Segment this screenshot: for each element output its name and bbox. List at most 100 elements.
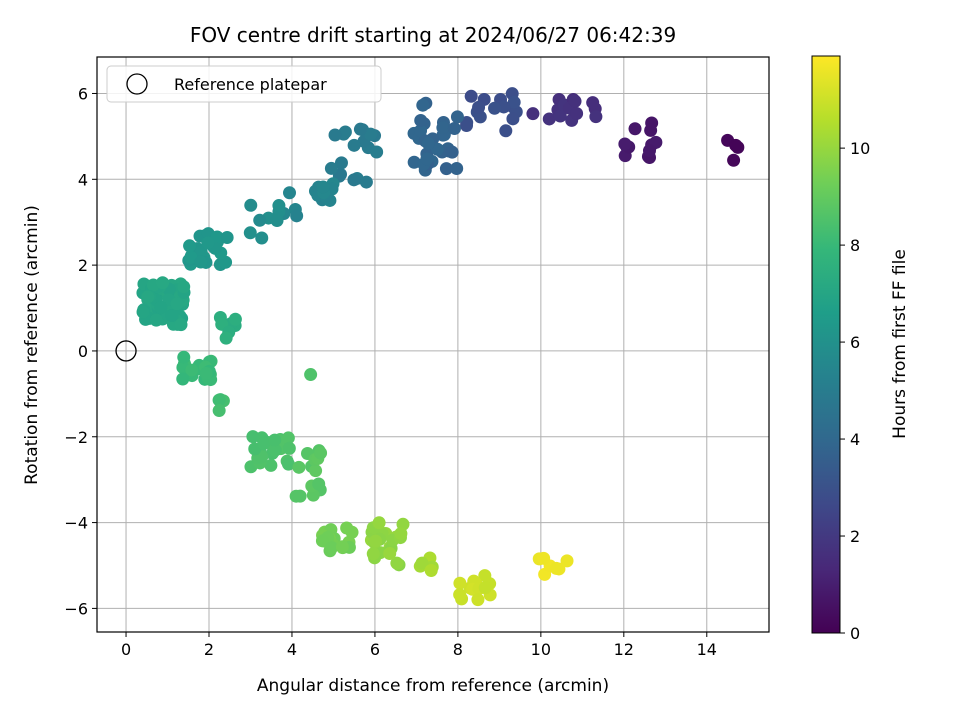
scatter-point (270, 214, 284, 228)
scatter-point (334, 156, 348, 170)
scatter-point (553, 109, 567, 123)
scatter-point (149, 313, 163, 327)
scatter-point (289, 489, 303, 503)
scatter-point (447, 121, 461, 135)
scatter-point (507, 95, 521, 109)
scatter-point (445, 145, 459, 159)
scatter-point (450, 110, 464, 124)
scatter-point (727, 153, 741, 167)
scatter-point (526, 107, 540, 121)
scatter-point (390, 556, 404, 570)
scatter-point (618, 137, 632, 151)
scatter-point (156, 276, 170, 290)
x-tick-label: 12 (614, 640, 634, 659)
scatter-point (176, 372, 190, 386)
colorbar-tick-label: 8 (850, 236, 860, 255)
scatter-point (316, 180, 330, 194)
scatter-point (570, 106, 584, 120)
colorbar-tick-label: 6 (850, 333, 860, 352)
y-tick-label: 4 (78, 170, 88, 189)
scatter-point (347, 138, 361, 152)
x-tick-label: 14 (697, 640, 717, 659)
y-tick-label: −2 (64, 428, 88, 447)
colorbar-label: Hours from first FF file (890, 249, 910, 439)
scatter-point (414, 113, 428, 127)
x-axis-ticks: 0 2 4 6 8 10 12 14 (121, 632, 717, 659)
colorbar-tick-label: 10 (850, 139, 870, 158)
scatter-point (212, 393, 226, 407)
scatter-point (370, 145, 384, 159)
scatter-point (644, 123, 658, 137)
scatter-point (282, 441, 296, 455)
scatter-point (338, 125, 352, 139)
scatter-point (165, 308, 179, 322)
scatter-point (174, 318, 188, 332)
scatter-point (453, 588, 467, 602)
scatter-point (243, 226, 257, 240)
scatter-point (210, 230, 224, 244)
scatter-point (177, 350, 191, 364)
scatter-point (420, 152, 434, 166)
scatter-point (478, 581, 492, 595)
scatter-point (272, 199, 286, 213)
legend-label: Reference platepar (174, 75, 327, 94)
scatter-point (472, 100, 486, 114)
scatter-point (136, 305, 150, 319)
colorbar-ticks: 0 2 4 6 8 10 (840, 139, 870, 643)
scatter-point (309, 464, 323, 478)
scatter-point (292, 460, 306, 474)
scatter-point (141, 290, 155, 304)
scatter-point (315, 534, 329, 548)
scatter-point (416, 98, 430, 112)
scatter-point (304, 368, 318, 382)
scatter-point (219, 331, 233, 345)
scatter-point (537, 551, 551, 565)
colorbar-fill (811, 55, 841, 634)
scatter-point (244, 198, 258, 212)
scatter-point (568, 94, 582, 108)
scatter-point (453, 576, 467, 590)
scatter-point (314, 446, 328, 460)
scatter-point (257, 436, 271, 450)
scatter-point (369, 534, 383, 548)
scatter-point (177, 280, 191, 294)
scatter-point (359, 175, 373, 189)
scatter-point (464, 89, 478, 103)
x-tick-label: 10 (531, 640, 551, 659)
scatter-point (431, 142, 445, 156)
scatter-point (366, 547, 380, 561)
y-tick-label: 0 (78, 342, 88, 361)
scatter-point (199, 366, 213, 380)
scatter-point (506, 112, 520, 126)
scatter-point (324, 161, 338, 175)
scatter-point (415, 556, 429, 570)
scatter-point (228, 312, 242, 326)
scatter-point (549, 561, 563, 575)
y-tick-label: 2 (78, 256, 88, 275)
scatter-point (542, 112, 556, 126)
scatter-point (268, 433, 282, 447)
scatter-point (353, 122, 367, 136)
scatter-point (499, 124, 513, 138)
y-axis-ticks: −6 −4 −2 0 2 4 6 (64, 84, 97, 618)
scatter-point (328, 128, 342, 142)
scatter-point (194, 255, 208, 269)
scatter-point (628, 122, 642, 136)
scatter-point (185, 363, 199, 377)
y-tick-label: −4 (64, 514, 88, 533)
reference-marker-layer (115, 340, 137, 362)
y-tick-label: 6 (78, 84, 88, 103)
scatter-point (201, 236, 215, 250)
scatter-point (424, 563, 438, 577)
scatter-point (281, 457, 295, 471)
data-points (136, 87, 745, 607)
scatter-point (729, 138, 743, 152)
x-tick-label: 2 (204, 640, 214, 659)
scatter-point (436, 121, 450, 135)
x-tick-label: 6 (370, 640, 380, 659)
scatter-point (439, 162, 453, 176)
scatter-point (170, 297, 184, 311)
x-tick-label: 4 (287, 640, 297, 659)
colorbar: 0 2 4 6 8 10 Hours from first FF file (811, 55, 910, 643)
